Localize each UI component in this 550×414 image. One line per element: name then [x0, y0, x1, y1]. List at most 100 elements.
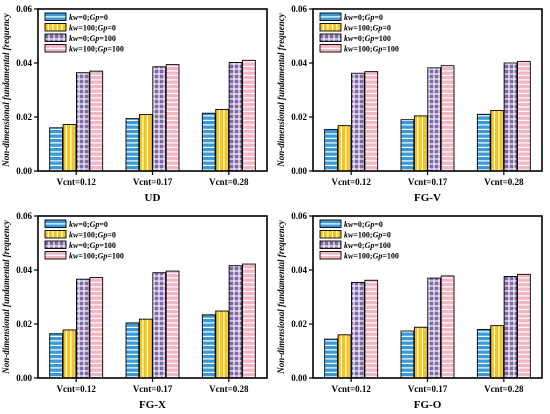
- legend-swatch: [319, 219, 342, 228]
- plot-frame: [312, 215, 543, 379]
- bar-kw-0-gp-100-vcnt-0-12: [76, 278, 90, 379]
- bar-kw-0-gp-100-vcnt-0-17: [427, 277, 442, 379]
- y-tick-label: 0.06: [291, 4, 307, 14]
- legend-label: kw=100;Gp=100: [344, 45, 399, 54]
- bar-kw-100-gp-0-vcnt-0-17: [413, 115, 428, 172]
- legend-label: kw=100;Gp=0: [69, 24, 116, 33]
- x-tick-label: Vcnt=0.17: [133, 177, 173, 187]
- legend-swatch: [44, 12, 67, 21]
- bar-kw-0-gp-0-vcnt-0-12: [49, 333, 63, 379]
- bar-kw-100-gp-0-vcnt-0-17: [138, 318, 153, 379]
- panel-title: FG-V: [414, 192, 441, 204]
- legend-swatch: [44, 251, 67, 260]
- legend-label: kw=100;Gp=100: [69, 45, 124, 54]
- x-tick-label: Vcnt=0.12: [331, 177, 371, 187]
- y-tick-label: 0.04: [16, 265, 32, 275]
- bar-kw-100-gp-100-vcnt-0-17: [165, 64, 180, 172]
- bar-kw-100-gp-100-vcnt-0-28: [242, 263, 256, 379]
- legend-swatch: [319, 33, 342, 42]
- bar-kw-0-gp-100-vcnt-0-28: [228, 265, 243, 379]
- bar-kw-0-gp-100-vcnt-0-28: [228, 62, 243, 172]
- panel-title: UD: [145, 192, 161, 204]
- legend-label: kw=100;Gp=0: [344, 231, 391, 240]
- bar-kw-0-gp-0-vcnt-0-28: [201, 314, 216, 379]
- y-tick-label: 0.04: [16, 58, 32, 68]
- legend-swatch: [44, 219, 67, 228]
- bar-kw-100-gp-100-vcnt-0-12: [364, 71, 379, 172]
- y-axis-label: Non-dimensional fundamental frequency: [1, 12, 11, 168]
- y-tick-label: 0.02: [291, 112, 307, 122]
- bar-kw-0-gp-0-vcnt-0-28: [476, 328, 491, 379]
- x-tick-label: Vcnt=0.28: [209, 177, 249, 187]
- chart-svg: Vcnt=0.12 Vcnt=0.17 Vcnt=0.28 0.00 0.02 0.04 0…: [1, 4, 268, 204]
- y-axis-label: Non-dimensional fundamental frequency: [276, 219, 286, 375]
- y-axis-label: Non-dimensional fundamental frequency: [1, 219, 11, 375]
- bar-kw-0-gp-0-vcnt-0-28: [476, 113, 491, 172]
- legend-label: kw=0;Gp=100: [344, 34, 391, 43]
- bar-kw-100-gp-100-vcnt-0-12: [89, 277, 104, 379]
- legend-swatch: [319, 251, 342, 260]
- y-tick-label: 0.02: [16, 319, 32, 329]
- legend-label: kw=100;Gp=0: [69, 231, 116, 240]
- legend-swatch: [44, 23, 67, 32]
- bar-kw-100-gp-100-vcnt-0-28: [517, 273, 531, 379]
- legend-label: kw=0;Gp=100: [69, 34, 116, 43]
- legend-swatch: [319, 12, 342, 21]
- legend-swatch: [319, 230, 342, 239]
- legend-swatch: [319, 23, 342, 32]
- bar-kw-100-gp-0-vcnt-0-28: [215, 108, 229, 172]
- x-tick-label: Vcnt=0.12: [331, 384, 371, 394]
- bar-kw-0-gp-100-vcnt-0-28: [503, 62, 518, 172]
- y-tick-label: 0.04: [291, 58, 307, 68]
- bar-kw-0-gp-0-vcnt-0-28: [201, 112, 216, 172]
- chart-panel-fg-v: Vcnt=0.12 Vcnt=0.17 Vcnt=0.28 0.00 0.02 0.04 0…: [275, 0, 550, 207]
- y-tick-label: 0.00: [291, 373, 307, 383]
- bar-kw-0-gp-100-vcnt-0-12: [351, 72, 365, 172]
- bar-kw-0-gp-100-vcnt-0-17: [152, 272, 167, 379]
- panel-title: FG-O: [414, 399, 442, 411]
- bar-kw-100-gp-100-vcnt-0-12: [89, 70, 104, 172]
- y-axis-label: Non-dimensional fundamental frequency: [276, 12, 286, 168]
- bar-kw-100-gp-0-vcnt-0-28: [490, 110, 504, 172]
- bar-kw-0-gp-100-vcnt-0-17: [427, 67, 442, 172]
- legend-label: kw=0;Gp=0: [344, 13, 383, 22]
- bar-kw-100-gp-0-vcnt-0-17: [413, 326, 428, 379]
- y-tick-label: 0.04: [291, 265, 307, 275]
- x-tick-label: Vcnt=0.17: [133, 384, 173, 394]
- bar-kw-0-gp-100-vcnt-0-28: [503, 276, 518, 379]
- bar-kw-0-gp-100-vcnt-0-12: [351, 281, 365, 379]
- y-tick-label: 0.00: [16, 166, 32, 176]
- bar-kw-100-gp-0-vcnt-0-17: [138, 114, 153, 172]
- bar-kw-0-gp-0-vcnt-0-17: [125, 118, 140, 172]
- x-tick-label: Vcnt=0.17: [408, 177, 448, 187]
- y-tick-label: 0.00: [16, 373, 32, 383]
- legend-label: kw=100;Gp=0: [344, 24, 391, 33]
- chart-svg: Vcnt=0.12 Vcnt=0.17 Vcnt=0.28 0.00 0.02 0.04 0…: [276, 211, 543, 411]
- bar-kw-100-gp-100-vcnt-0-12: [364, 279, 379, 379]
- y-tick-label: 0.00: [291, 166, 307, 176]
- bar-kw-0-gp-100-vcnt-0-17: [152, 66, 167, 172]
- x-tick-label: Vcnt=0.28: [484, 384, 524, 394]
- chart-svg: Vcnt=0.12 Vcnt=0.17 Vcnt=0.28 0.00 0.02 0.04 0…: [1, 211, 268, 411]
- y-tick-label: 0.02: [291, 319, 307, 329]
- x-tick-label: Vcnt=0.28: [209, 384, 249, 394]
- legend-swatch: [44, 230, 67, 239]
- y-tick-label: 0.06: [16, 211, 32, 221]
- bar-kw-0-gp-0-vcnt-0-17: [400, 330, 415, 379]
- bar-kw-0-gp-0-vcnt-0-17: [400, 119, 415, 172]
- bar-kw-0-gp-0-vcnt-0-12: [324, 128, 338, 172]
- bar-kw-100-gp-0-vcnt-0-12: [337, 334, 352, 379]
- plot-frame: [312, 8, 543, 172]
- legend-swatch: [319, 240, 342, 249]
- chart-svg: Vcnt=0.12 Vcnt=0.17 Vcnt=0.28 0.00 0.02 0.04 0…: [276, 4, 543, 204]
- legend-swatch: [44, 240, 67, 249]
- bar-kw-100-gp-0-vcnt-0-12: [337, 125, 352, 172]
- legend-swatch: [44, 44, 67, 53]
- legend-label: kw=0;Gp=100: [344, 241, 391, 250]
- x-tick-label: Vcnt=0.28: [484, 177, 524, 187]
- legend-label: kw=0;Gp=0: [69, 220, 108, 229]
- x-tick-label: Vcnt=0.17: [408, 384, 448, 394]
- bar-kw-100-gp-0-vcnt-0-28: [215, 310, 229, 379]
- x-tick-label: Vcnt=0.12: [56, 384, 96, 394]
- bar-kw-0-gp-0-vcnt-0-12: [324, 338, 338, 379]
